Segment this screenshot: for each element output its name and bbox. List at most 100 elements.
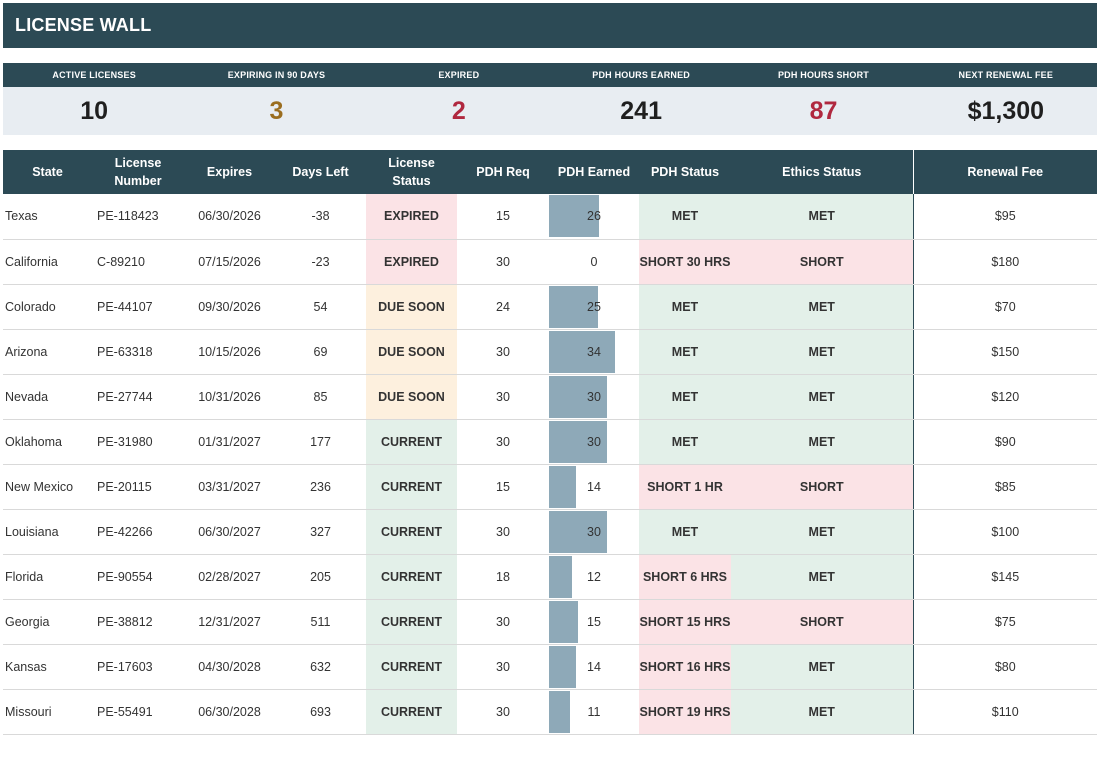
table-row[interactable]: Missouri PE-55491 06/30/2028 693 CURRENT 30 11…	[3, 689, 1097, 735]
cell-renewal-fee[interactable]: $180	[912, 239, 1097, 285]
cell-license-number[interactable]: PE-31980	[92, 419, 184, 465]
table-row[interactable]: Texas PE-118423 06/30/2026 -38 EXPIRED 15 26 ME…	[3, 194, 1097, 240]
cell-ethics-status[interactable]: SHORT	[731, 464, 913, 510]
cell-pdh-req[interactable]: 30	[457, 509, 549, 555]
cell-days-left[interactable]: 54	[275, 284, 366, 330]
cell-expires[interactable]: 07/15/2026	[184, 239, 275, 285]
cell-days-left[interactable]: 205	[275, 554, 366, 600]
cell-ethics-status[interactable]: MET	[731, 554, 913, 600]
cell-days-left[interactable]: 236	[275, 464, 366, 510]
cell-state[interactable]: New Mexico	[3, 464, 92, 510]
cell-ethics-status[interactable]: MET	[731, 194, 913, 240]
col-header-expires[interactable]: Expires	[184, 150, 275, 194]
cell-days-left[interactable]: 632	[275, 644, 366, 690]
table-row[interactable]: Oklahoma PE-31980 01/31/2027 177 CURRENT 30 30…	[3, 419, 1097, 465]
cell-license-number[interactable]: PE-55491	[92, 689, 184, 735]
cell-state[interactable]: Colorado	[3, 284, 92, 330]
cell-license-status[interactable]: DUE SOON	[366, 329, 457, 375]
table-row[interactable]: Nevada PE-27744 10/31/2026 85 DUE SOON 30 30 ME…	[3, 374, 1097, 420]
cell-pdh-earned[interactable]: 14	[549, 464, 639, 510]
cell-license-status[interactable]: CURRENT	[366, 419, 457, 465]
col-header-pdh-earned[interactable]: PDH Earned	[549, 150, 639, 194]
col-header-license-status[interactable]: License Status	[366, 150, 457, 194]
cell-pdh-status[interactable]: SHORT 30 HRS	[639, 239, 731, 285]
cell-license-status[interactable]: EXPIRED	[366, 194, 457, 240]
cell-days-left[interactable]: -38	[275, 194, 366, 240]
cell-ethics-status[interactable]: SHORT	[731, 599, 913, 645]
cell-license-number[interactable]: PE-90554	[92, 554, 184, 600]
cell-renewal-fee[interactable]: $100	[912, 509, 1097, 555]
cell-pdh-req[interactable]: 30	[457, 374, 549, 420]
col-header-pdh-req[interactable]: PDH Req	[457, 150, 549, 194]
cell-pdh-earned[interactable]: 0	[549, 239, 639, 285]
cell-renewal-fee[interactable]: $75	[912, 599, 1097, 645]
cell-license-status[interactable]: CURRENT	[366, 644, 457, 690]
cell-expires[interactable]: 06/30/2028	[184, 689, 275, 735]
cell-license-status[interactable]: CURRENT	[366, 599, 457, 645]
cell-days-left[interactable]: 69	[275, 329, 366, 375]
cell-ethics-status[interactable]: MET	[731, 419, 913, 465]
cell-renewal-fee[interactable]: $85	[912, 464, 1097, 510]
cell-pdh-req[interactable]: 30	[457, 689, 549, 735]
cell-pdh-status[interactable]: MET	[639, 194, 731, 240]
cell-license-number[interactable]: PE-17603	[92, 644, 184, 690]
col-header-days-left[interactable]: Days Left	[275, 150, 366, 194]
cell-license-status[interactable]: DUE SOON	[366, 374, 457, 420]
cell-pdh-req[interactable]: 30	[457, 239, 549, 285]
cell-ethics-status[interactable]: MET	[731, 374, 913, 420]
cell-state[interactable]: Missouri	[3, 689, 92, 735]
cell-license-status[interactable]: EXPIRED	[366, 239, 457, 285]
cell-ethics-status[interactable]: MET	[731, 509, 913, 555]
cell-state[interactable]: Arizona	[3, 329, 92, 375]
cell-days-left[interactable]: 511	[275, 599, 366, 645]
table-row[interactable]: Arizona PE-63318 10/15/2026 69 DUE SOON 30 34 M…	[3, 329, 1097, 375]
cell-pdh-earned[interactable]: 30	[549, 419, 639, 465]
cell-pdh-earned[interactable]: 30	[549, 374, 639, 420]
cell-pdh-status[interactable]: SHORT 16 HRS	[639, 644, 731, 690]
cell-license-status[interactable]: CURRENT	[366, 689, 457, 735]
cell-pdh-status[interactable]: MET	[639, 284, 731, 330]
cell-pdh-status[interactable]: SHORT 6 HRS	[639, 554, 731, 600]
cell-expires[interactable]: 06/30/2027	[184, 509, 275, 555]
cell-state[interactable]: Florida	[3, 554, 92, 600]
cell-license-number[interactable]: PE-27744	[92, 374, 184, 420]
cell-pdh-earned[interactable]: 12	[549, 554, 639, 600]
cell-renewal-fee[interactable]: $70	[912, 284, 1097, 330]
cell-license-number[interactable]: PE-20115	[92, 464, 184, 510]
cell-pdh-req[interactable]: 15	[457, 194, 549, 240]
cell-days-left[interactable]: 85	[275, 374, 366, 420]
cell-pdh-status[interactable]: MET	[639, 329, 731, 375]
table-row[interactable]: Louisiana PE-42266 06/30/2027 327 CURRENT 30 3…	[3, 509, 1097, 555]
col-header-pdh-status[interactable]: PDH Status	[639, 150, 731, 194]
cell-state[interactable]: California	[3, 239, 92, 285]
cell-pdh-req[interactable]: 24	[457, 284, 549, 330]
col-header-ethics-status[interactable]: Ethics Status	[731, 150, 913, 194]
cell-renewal-fee[interactable]: $145	[912, 554, 1097, 600]
cell-renewal-fee[interactable]: $110	[912, 689, 1097, 735]
cell-state[interactable]: Georgia	[3, 599, 92, 645]
cell-pdh-status[interactable]: MET	[639, 419, 731, 465]
cell-license-status[interactable]: CURRENT	[366, 554, 457, 600]
cell-pdh-earned[interactable]: 26	[549, 194, 639, 240]
table-row[interactable]: Georgia PE-38812 12/31/2027 511 CURRENT 30 15 S…	[3, 599, 1097, 645]
cell-pdh-req[interactable]: 30	[457, 599, 549, 645]
cell-renewal-fee[interactable]: $95	[912, 194, 1097, 240]
cell-pdh-req[interactable]: 15	[457, 464, 549, 510]
cell-license-number[interactable]: PE-38812	[92, 599, 184, 645]
cell-pdh-status[interactable]: MET	[639, 374, 731, 420]
cell-ethics-status[interactable]: MET	[731, 329, 913, 375]
table-row[interactable]: Florida PE-90554 02/28/2027 205 CURRENT 18 12 S…	[3, 554, 1097, 600]
cell-expires[interactable]: 09/30/2026	[184, 284, 275, 330]
cell-days-left[interactable]: 177	[275, 419, 366, 465]
cell-pdh-status[interactable]: MET	[639, 509, 731, 555]
cell-pdh-earned[interactable]: 15	[549, 599, 639, 645]
cell-expires[interactable]: 03/31/2027	[184, 464, 275, 510]
cell-expires[interactable]: 12/31/2027	[184, 599, 275, 645]
table-row[interactable]: New Mexico PE-20115 03/31/2027 236 CURRENT 15…	[3, 464, 1097, 510]
cell-renewal-fee[interactable]: $120	[912, 374, 1097, 420]
cell-renewal-fee[interactable]: $150	[912, 329, 1097, 375]
cell-pdh-status[interactable]: SHORT 1 HR	[639, 464, 731, 510]
cell-license-number[interactable]: PE-63318	[92, 329, 184, 375]
cell-state[interactable]: Oklahoma	[3, 419, 92, 465]
cell-pdh-earned[interactable]: 11	[549, 689, 639, 735]
